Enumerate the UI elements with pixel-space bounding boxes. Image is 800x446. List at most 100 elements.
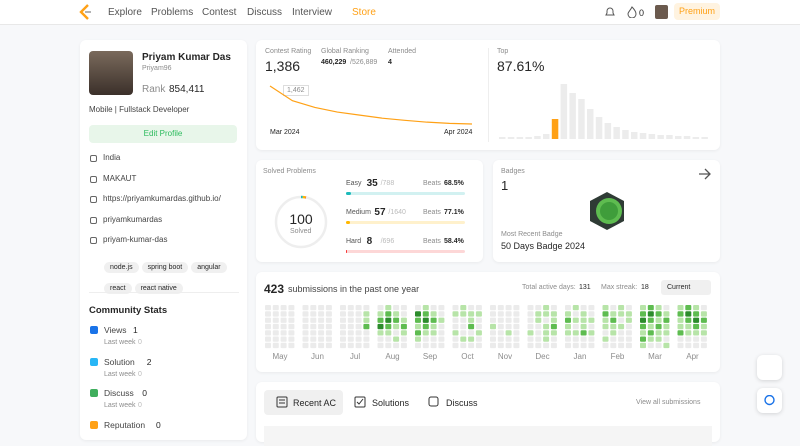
float-button[interactable] xyxy=(757,388,782,413)
heat-cell xyxy=(685,330,691,335)
heat-cell xyxy=(423,324,429,329)
heat-cell xyxy=(626,305,632,310)
edit-profile-button[interactable]: Edit Profile xyxy=(89,125,237,143)
avatar[interactable] xyxy=(655,5,668,19)
heat-cell xyxy=(618,324,624,329)
arrow-icon[interactable] xyxy=(698,168,712,180)
heat-cell xyxy=(423,330,429,335)
heat-cell xyxy=(685,318,691,323)
heat-cell xyxy=(385,318,391,323)
nav-link[interactable]: Interview xyxy=(292,7,332,18)
nav-link[interactable]: Discuss xyxy=(247,7,282,18)
heat-cell xyxy=(265,337,271,342)
histogram-bar xyxy=(499,137,506,139)
heat-cell xyxy=(588,318,594,323)
heat-cell xyxy=(378,337,384,342)
nav-link[interactable]: Explore xyxy=(108,7,142,18)
heat-cell xyxy=(648,311,654,316)
info-text: priyamkumardas xyxy=(103,215,162,224)
heat-cell xyxy=(528,305,534,310)
heat-cell xyxy=(685,343,691,348)
heat-cell xyxy=(588,337,594,342)
heat-cell xyxy=(490,343,496,348)
heat-cell xyxy=(340,330,346,335)
heat-cell xyxy=(378,324,384,329)
month-label: Sep xyxy=(423,352,438,361)
heat-cell xyxy=(273,311,279,316)
histogram-bar xyxy=(605,123,612,139)
heat-cell xyxy=(573,305,579,310)
heat-cell xyxy=(551,318,557,323)
heat-cell xyxy=(565,343,571,348)
heat-cell xyxy=(498,318,504,323)
heat-cell xyxy=(506,343,512,348)
heat-cell xyxy=(640,324,646,329)
heat-cell xyxy=(273,324,279,329)
heat-cell xyxy=(535,305,541,310)
bell-icon[interactable] xyxy=(604,6,616,18)
heat-cell xyxy=(701,318,707,323)
heat-cell xyxy=(340,318,346,323)
nav-link[interactable]: Problems xyxy=(151,7,193,18)
tab[interactable]: Discuss xyxy=(446,398,478,408)
heat-cell xyxy=(506,337,512,342)
heat-cell xyxy=(468,305,474,310)
view-all-link[interactable]: View all submissions xyxy=(636,399,700,406)
float-button[interactable] xyxy=(757,355,782,380)
nav-link[interactable]: Store xyxy=(352,7,376,18)
chat-icon xyxy=(764,395,775,406)
heat-cell xyxy=(640,343,646,348)
heat-cell xyxy=(431,318,437,323)
heat-cell xyxy=(626,337,632,342)
beats-label: Beats xyxy=(423,238,441,245)
beats-label: Beats xyxy=(423,209,441,216)
histogram-bar xyxy=(543,134,550,139)
heat-cell xyxy=(438,337,444,342)
heat-cell xyxy=(498,324,504,329)
heat-cell xyxy=(423,318,429,323)
heat-cell xyxy=(490,318,496,323)
heat-cell xyxy=(543,343,549,348)
heat-cell xyxy=(663,318,669,323)
heat-cell xyxy=(693,318,699,323)
histogram-bar xyxy=(517,137,524,139)
stat-icon xyxy=(90,389,98,397)
info-text: priyam-kumar-das xyxy=(103,235,167,244)
heat-cell xyxy=(438,324,444,329)
heat-cell xyxy=(288,330,294,335)
heat-cell xyxy=(640,337,646,342)
heat-cell xyxy=(701,305,707,310)
premium-button[interactable]: Premium xyxy=(674,3,720,20)
skill-tag: node.js xyxy=(104,262,139,273)
heat-cell xyxy=(513,337,519,342)
heat-cell xyxy=(453,324,459,329)
heat-cell xyxy=(588,330,594,335)
stat-label: Solution xyxy=(104,357,135,367)
heat-cell xyxy=(626,324,632,329)
heat-cell xyxy=(326,305,332,310)
heat-cell xyxy=(385,311,391,316)
heat-cell xyxy=(363,343,369,348)
stat-delta: 0 xyxy=(138,371,142,378)
heat-cell xyxy=(701,324,707,329)
heat-cell xyxy=(663,305,669,310)
heat-cell xyxy=(326,324,332,329)
heat-cell xyxy=(551,343,557,348)
tab[interactable]: Solutions xyxy=(372,398,409,408)
heat-cell xyxy=(693,343,699,348)
heat-cell xyxy=(626,311,632,316)
heat-cell xyxy=(551,337,557,342)
histogram-bar xyxy=(552,119,559,139)
progress-track xyxy=(346,250,465,253)
heat-cell xyxy=(318,305,324,310)
difficulty-name: Hard xyxy=(346,238,361,245)
nav-link[interactable]: Contest xyxy=(202,7,236,18)
month-label: Jul xyxy=(350,352,360,361)
heat-cell xyxy=(701,330,707,335)
heat-cell xyxy=(648,305,654,310)
heat-cell xyxy=(565,318,571,323)
heat-cell xyxy=(543,324,549,329)
tab[interactable]: Recent AC xyxy=(293,398,336,408)
histogram-bar xyxy=(631,132,638,139)
